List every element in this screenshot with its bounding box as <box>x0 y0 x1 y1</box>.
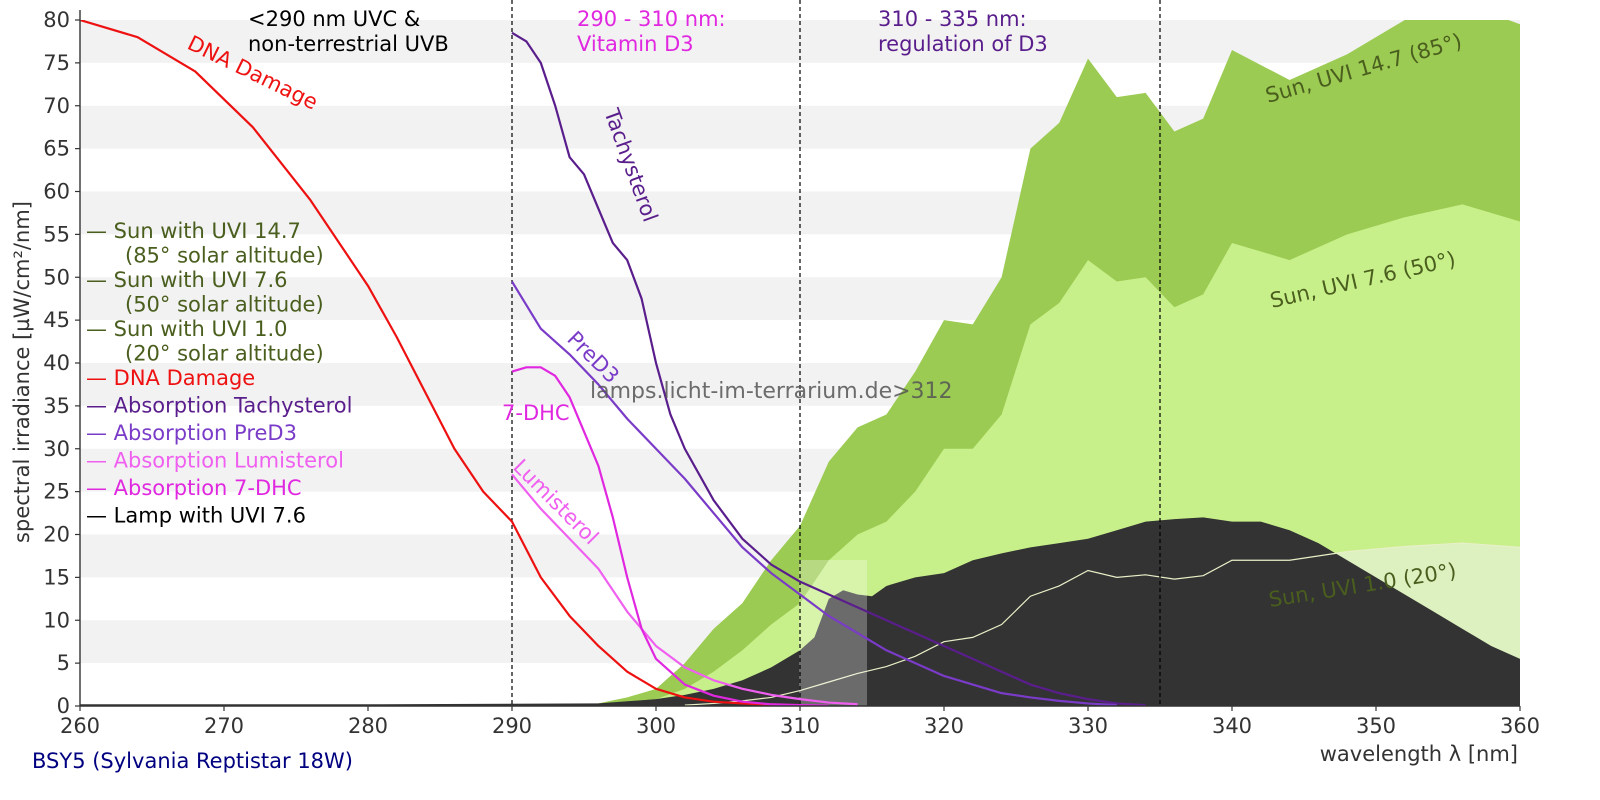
legend-item: — Sun with UVI 1.0 <box>86 317 288 341</box>
y-tick-label: 65 <box>43 137 70 161</box>
x-tick-label: 300 <box>636 714 676 738</box>
y-tick-label: 50 <box>43 265 70 289</box>
grid-band <box>80 20 1520 63</box>
x-tick-label: 350 <box>1356 714 1396 738</box>
y-tick-label: 0 <box>57 694 70 718</box>
x-axis-title: wavelength λ [nm] <box>1320 742 1518 766</box>
legend-item: — Sun with UVI 7.6 <box>86 268 288 292</box>
line-absorption-7-dhc <box>511 366 829 706</box>
axes: 260 270 280 290 300 310 320 330 340 350 360 0 5 10 15 2… <box>43 8 1540 738</box>
y-tick-label: 25 <box>43 480 70 504</box>
x-tick-label: 320 <box>924 714 964 738</box>
x-tick-label: 310 <box>780 714 820 738</box>
legend-item-sub: (50° solar altitude) <box>125 293 324 317</box>
y-tick-label: 35 <box>43 394 70 418</box>
region-label-uvc-line1: <290 nm UVC & <box>248 7 420 31</box>
y-tick-label: 15 <box>43 565 70 589</box>
y-axis-title: spectral irradiance [µW/cm²/nm] <box>10 201 34 543</box>
y-tick-label: 75 <box>43 51 70 75</box>
legend-item: — Absorption 7-DHC <box>86 476 302 500</box>
line-absorption-pred3 <box>511 280 1117 706</box>
x-tick-label: 270 <box>204 714 244 738</box>
legend-item: — Absorption PreD3 <box>86 421 297 445</box>
lamp-name: BSY5 (Sylvania Reptistar 18W) <box>32 749 353 773</box>
y-tick-label: 10 <box>43 608 70 632</box>
region-label-regulation-line1: 310 - 335 nm: <box>878 7 1027 31</box>
line-absorption-lumisterol <box>511 473 858 706</box>
y-tick-label: 5 <box>57 651 70 675</box>
region-divider-lines <box>511 0 1161 706</box>
region-label-uvc-line2: non-terrestrial UVB <box>248 32 449 56</box>
y-tick-label: 30 <box>43 437 70 461</box>
x-tick-label: 290 <box>492 714 532 738</box>
y-tick-label: 70 <box>43 94 70 118</box>
x-tick-label: 360 <box>1500 714 1540 738</box>
legend-item: — Sun with UVI 14.7 <box>86 219 301 243</box>
y-tick-label: 45 <box>43 308 70 332</box>
line-dna-damage <box>80 20 801 706</box>
region-label-regulation-line2: regulation of D3 <box>878 32 1048 56</box>
legend-item: — Absorption Lumisterol <box>86 449 344 473</box>
legend-item: — DNA Damage <box>86 366 255 390</box>
legend-item: — Absorption Tachysterol <box>86 394 352 418</box>
y-tick-label: 80 <box>43 8 70 32</box>
curve-label-7dhc: 7-DHC <box>502 401 570 425</box>
legend-item-sub: (20° solar altitude) <box>125 342 324 366</box>
x-tick-label: 280 <box>348 714 388 738</box>
x-tick-label: 330 <box>1068 714 1108 738</box>
region-label-d3-line2: Vitamin D3 <box>577 32 694 56</box>
line-sun-uvi-1-0-outline <box>684 542 1520 706</box>
x-tick-label: 340 <box>1212 714 1252 738</box>
legend: — Sun with UVI 14.7(85° solar altitude)—… <box>86 219 352 528</box>
y-tick-label: 55 <box>43 222 70 246</box>
y-tick-label: 20 <box>43 523 70 547</box>
x-tick-label: 260 <box>60 714 100 738</box>
y-tick-label: 40 <box>43 351 70 375</box>
line-absorption-tachysterol <box>511 31 1146 706</box>
watermark-text: lamps.licht-im-terrarium.de>312 <box>590 379 953 404</box>
legend-item-sub: (85° solar altitude) <box>125 244 324 268</box>
absorption-curves <box>80 20 1146 706</box>
y-tick-label: 60 <box>43 180 70 204</box>
legend-item: — Lamp with UVI 7.6 <box>86 504 306 528</box>
region-label-d3-line1: 290 - 310 nm: <box>577 7 726 31</box>
